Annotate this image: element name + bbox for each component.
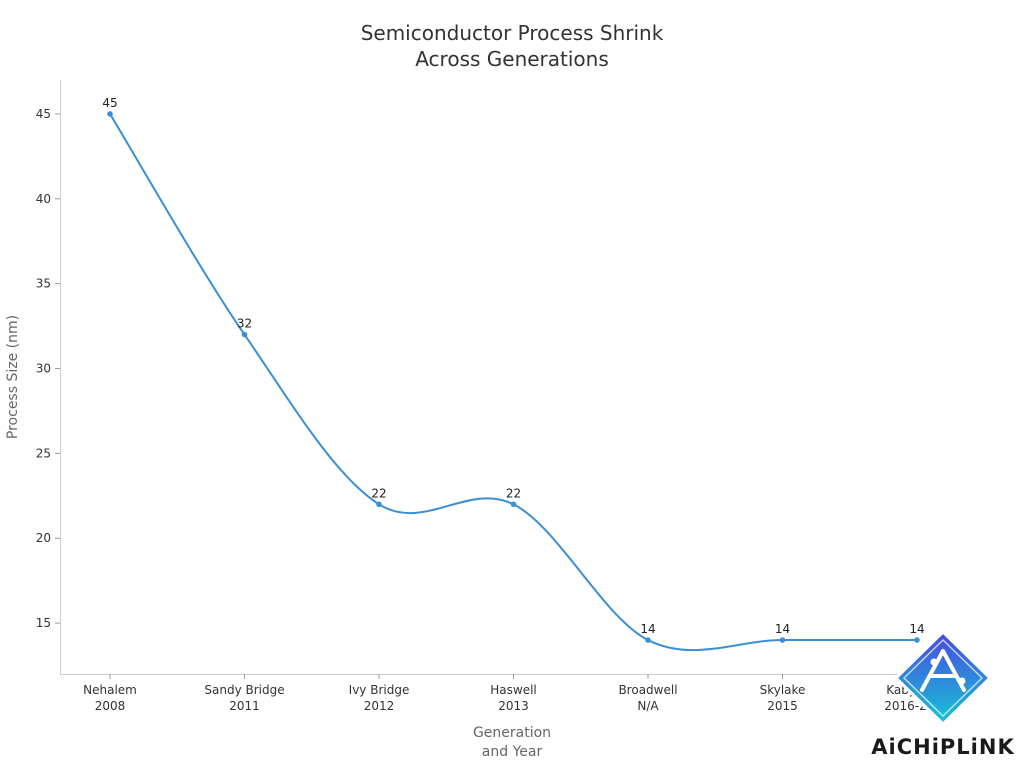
chart-title-line-2: Across Generations <box>415 47 609 71</box>
y-tick-label: 25 <box>36 446 51 460</box>
data-label: 14 <box>775 622 790 636</box>
series-line <box>109 113 917 652</box>
data-label: 22 <box>371 486 386 500</box>
y-tick-label: 35 <box>36 277 51 291</box>
x-tick-label-name: Broadwell <box>618 683 677 697</box>
x-tick-label-name: Sandy Bridge <box>204 683 284 697</box>
aichiplink-logo: AiCHiPLiNK <box>871 630 1014 759</box>
x-tick-label-name: Ivy Bridge <box>349 683 410 697</box>
y-tick-label: 15 <box>36 616 51 630</box>
y-tick-label: 40 <box>36 192 51 206</box>
x-tick-label-name: Skylake <box>760 683 806 697</box>
data-label: 14 <box>640 622 655 636</box>
data-label: 22 <box>506 486 521 500</box>
x-tick-label-year: 2011 <box>229 699 260 713</box>
data-point <box>779 637 786 643</box>
x-tick-label-year: 2015 <box>767 699 798 713</box>
data-label: 32 <box>237 317 252 331</box>
x-tick-label-year: 2008 <box>95 699 126 713</box>
x-tick-label-name: Haswell <box>490 683 537 697</box>
x-tick-label-name: Nehalem <box>83 683 137 697</box>
x-axis-title-line-2: and Year <box>482 744 543 760</box>
data-point <box>376 501 382 508</box>
x-tick-label-year: 2013 <box>498 699 529 713</box>
data-label: 14 <box>909 622 924 636</box>
y-axis-ticks: 15 20 25 30 35 40 45 <box>36 107 60 630</box>
x-axis-ticks: Nehalem 2008 Sandy Bridge 2011 Ivy Bridge 201… <box>83 674 950 713</box>
y-axis-title: Process Size (nm) <box>5 315 21 439</box>
aichiplink-logo-wordmark: AiCHiPLiNK <box>871 735 1014 759</box>
data-point <box>645 637 651 643</box>
x-tick-label-year: N/A <box>637 699 659 713</box>
y-tick-label: 45 <box>36 107 51 121</box>
data-point <box>241 331 248 338</box>
y-tick-label: 30 <box>36 362 51 376</box>
x-tick-label-year: 2012 <box>364 699 395 713</box>
data-label: 45 <box>102 96 117 110</box>
y-tick-label: 20 <box>36 531 51 545</box>
x-axis-title-line-1: Generation <box>473 725 551 741</box>
aichiplink-logo-icon <box>894 630 992 726</box>
data-point <box>107 111 113 117</box>
data-labels: 45 32 22 22 14 14 14 <box>102 96 924 636</box>
chart-title-line-1: Semiconductor Process Shrink <box>361 21 664 45</box>
data-points <box>107 111 920 643</box>
data-point <box>914 637 920 643</box>
data-point <box>510 501 517 508</box>
